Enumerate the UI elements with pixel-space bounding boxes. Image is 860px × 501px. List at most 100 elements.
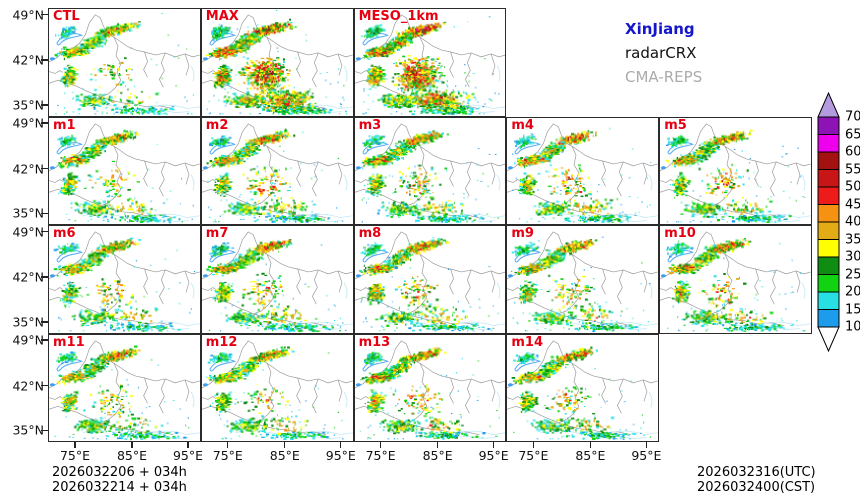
tick-mark [532, 442, 535, 448]
y-tick-label: 49°N [12, 224, 44, 239]
panel-label: m8 [358, 226, 382, 241]
radar-echo-canvas [507, 117, 659, 224]
panel-m5: m5 [659, 116, 812, 225]
panel-m4: m4 [506, 116, 660, 225]
panel-label: m14 [511, 334, 544, 350]
colorbar-over-triangle [817, 91, 840, 118]
colorbar-tick-label: 30 [845, 249, 860, 265]
legend-region-label: XinJiang [625, 20, 695, 38]
x-tick-label: 75°E [212, 448, 243, 463]
radar-echo-canvas [507, 226, 659, 333]
panel-m10: m10 [659, 225, 812, 334]
colorbar-tick-label: 15 [845, 302, 860, 317]
colorbar-scale [817, 91, 840, 353]
x-tick-label: 85°E [422, 448, 453, 463]
radar-echo-canvas [49, 117, 200, 224]
panel-m9: m9 [506, 225, 660, 334]
x-tick-label: 75°E [365, 448, 396, 463]
tick-mark [227, 442, 229, 448]
init-time-line-1: 2026032206 + 034h [52, 465, 187, 480]
colorbar-tick-label: 45 [845, 197, 860, 212]
panel-label: MAX [205, 9, 239, 24]
valid-time-cst: 2026032400(CST) [697, 480, 816, 495]
panel-m7: m7 [200, 225, 354, 334]
panel-label: m13 [358, 334, 391, 350]
y-tick-label: 35°N [12, 205, 44, 221]
tick-mark [284, 442, 286, 448]
radar-echo-canvas [49, 226, 200, 333]
colorbar-segment [817, 151, 840, 170]
colorbar-tick-label: 25 [845, 267, 860, 282]
colorbar-tick-label: 10 [845, 319, 860, 335]
tick-mark [492, 442, 495, 448]
colorbar-segment [817, 116, 840, 135]
colorbar-segment [817, 256, 840, 275]
tick-mark [41, 104, 48, 106]
panel-label: m1 [53, 117, 76, 133]
tick-mark [41, 13, 48, 16]
tick-mark [41, 167, 48, 170]
colorbar-tick-label: 60 [845, 144, 860, 160]
colorbar-tick-label: 50 [845, 179, 860, 195]
x-tick-label: 95°E [631, 448, 662, 463]
radar-echo-canvas [49, 9, 200, 116]
panel-label: m4 [511, 117, 534, 133]
colorbar-segment [817, 239, 840, 258]
y-tick-label: 49°N [12, 332, 44, 348]
x-tick-label: 95°E [325, 448, 356, 463]
y-tick-label: 42°N [12, 378, 44, 394]
colorbar-tick-label: 70 [845, 109, 860, 125]
tick-mark [645, 442, 648, 448]
colorbar-tick-label: 20 [845, 284, 860, 300]
tick-mark [41, 59, 48, 61]
panel-m1: m1 [48, 116, 201, 225]
colorbar-tick-label: 55 [845, 162, 860, 177]
y-tick-label: 35°N [12, 314, 44, 330]
radar-echo-canvas [201, 334, 353, 441]
y-tick-label: 42°N [12, 269, 44, 285]
tick-mark [131, 442, 133, 448]
panel-m8: m8 [353, 225, 507, 334]
tick-mark [74, 442, 76, 448]
y-tick-label: 42°N [12, 161, 44, 177]
tick-mark [41, 212, 48, 215]
tick-mark [41, 122, 48, 124]
colorbar-segment [817, 204, 840, 223]
panel-label: m3 [358, 117, 382, 133]
panel-m11: m11 [48, 333, 201, 442]
radar-echo-canvas [354, 117, 506, 224]
y-tick-label: 49°N [12, 115, 44, 131]
radar-echo-canvas [660, 226, 811, 333]
y-tick-label: 35°N [12, 422, 44, 438]
radar-echo-canvas [354, 9, 506, 116]
legend-product-label: radarCRX [625, 44, 697, 62]
legend-model-label: CMA-REPS [625, 68, 703, 86]
tick-mark [41, 276, 48, 278]
tick-mark [589, 442, 592, 448]
y-tick-label: 42°N [12, 52, 44, 68]
colorbar-segment [817, 186, 840, 205]
panel-label: m10 [664, 226, 696, 241]
panel-m6: m6 [48, 225, 201, 334]
x-tick-label: 85°E [116, 448, 148, 463]
tick-mark [187, 442, 189, 448]
colorbar-tick-label: 40 [845, 214, 860, 230]
radar-echo-canvas [507, 334, 659, 441]
tick-mark [340, 442, 342, 448]
radar-echo-canvas [354, 226, 506, 333]
panel-meso_1km: MESO_1km [353, 8, 507, 117]
tick-mark [41, 230, 48, 233]
tick-mark [41, 429, 48, 432]
x-tick-label: 75°E [59, 448, 91, 463]
colorbar-segment [817, 134, 840, 153]
x-tick-label: 95°E [478, 448, 509, 463]
x-tick-label: 85°E [575, 448, 606, 463]
panel-max: MAX [200, 8, 354, 117]
radar-echo-canvas [354, 334, 506, 441]
radar-echo-canvas [201, 226, 353, 333]
colorbar-segment [817, 274, 840, 293]
tick-mark [41, 339, 48, 341]
valid-time-utc: 2026032316(UTC) [697, 465, 816, 480]
panel-label: MESO_1km [358, 9, 439, 24]
